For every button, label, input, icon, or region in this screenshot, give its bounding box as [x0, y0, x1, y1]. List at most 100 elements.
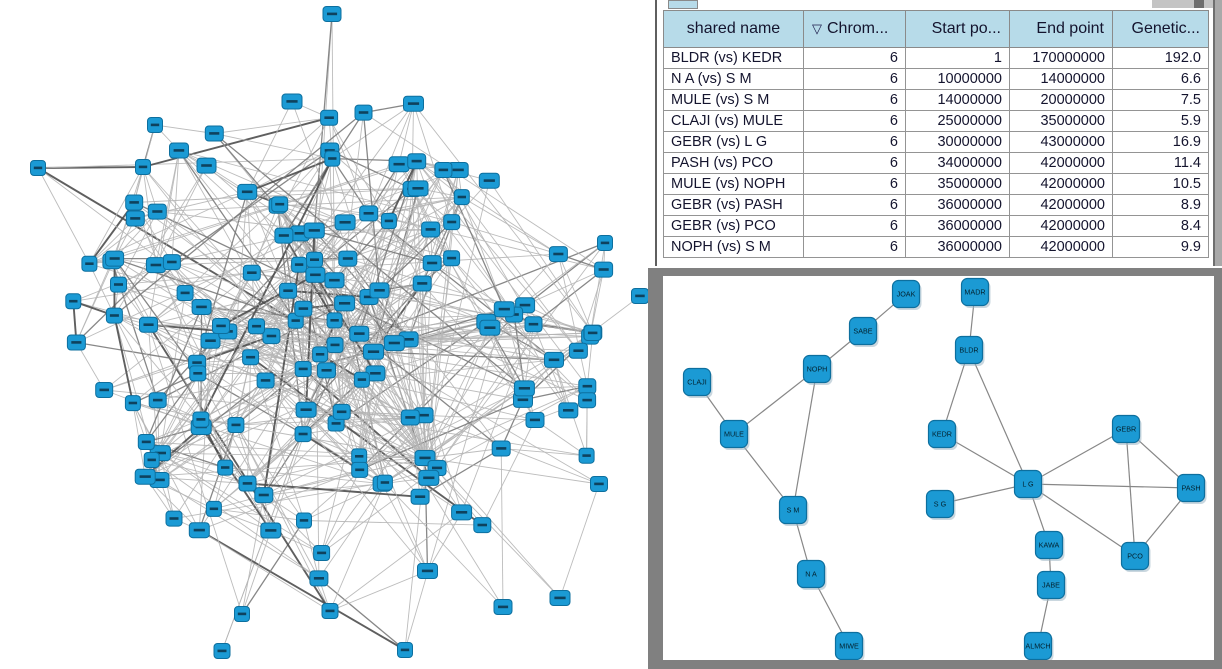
- network-node[interactable]: [578, 378, 597, 395]
- network-node[interactable]: [434, 162, 453, 178]
- network-node-pco[interactable]: PCO: [1120, 541, 1151, 573]
- network-node[interactable]: [143, 452, 160, 468]
- network-node[interactable]: [407, 153, 427, 170]
- network-node[interactable]: [147, 203, 167, 220]
- network-node[interactable]: [525, 412, 545, 428]
- network-node[interactable]: [524, 316, 543, 333]
- network-node-n-a[interactable]: N A: [796, 559, 827, 591]
- table-row[interactable]: N A (vs) S M 6 10000000 14000000 6.6: [663, 68, 1209, 90]
- network-node[interactable]: [294, 300, 313, 317]
- network-node[interactable]: [188, 522, 210, 539]
- network-node[interactable]: [205, 500, 222, 517]
- network-node[interactable]: [281, 93, 303, 110]
- network-node[interactable]: [349, 325, 370, 342]
- network-node[interactable]: [217, 459, 234, 476]
- network-node[interactable]: [421, 221, 441, 238]
- network-node[interactable]: [66, 334, 86, 351]
- network-node[interactable]: [376, 474, 393, 491]
- network-node[interactable]: [305, 266, 326, 283]
- network-node[interactable]: [354, 104, 373, 121]
- column-header-startpo[interactable]: Start po...: [905, 10, 1010, 48]
- network-node[interactable]: [242, 264, 261, 281]
- network-node-miwe[interactable]: MIWE: [834, 631, 865, 661]
- table-row[interactable]: BLDR (vs) KEDR 6 1 170000000 192.0: [663, 47, 1209, 69]
- network-node[interactable]: [313, 545, 331, 561]
- network-node[interactable]: [271, 196, 289, 213]
- network-node[interactable]: [191, 299, 212, 315]
- network-node[interactable]: [145, 257, 166, 274]
- network-node[interactable]: [105, 250, 125, 267]
- network-node[interactable]: [334, 214, 356, 231]
- network-node[interactable]: [274, 227, 294, 244]
- table-top-scroll-fragment[interactable]: [1152, 0, 1222, 8]
- network-node[interactable]: [295, 401, 317, 418]
- table-tab-fragment[interactable]: [668, 0, 698, 9]
- network-node[interactable]: [105, 307, 123, 324]
- network-node[interactable]: [363, 343, 384, 360]
- network-node[interactable]: [418, 469, 440, 486]
- network-node-kawa[interactable]: KAWA: [1034, 530, 1065, 562]
- network-node[interactable]: [334, 295, 356, 312]
- network-node[interactable]: [291, 256, 308, 273]
- network-node[interactable]: [491, 440, 511, 457]
- network-node[interactable]: [359, 205, 379, 222]
- network-node[interactable]: [410, 488, 430, 505]
- network-node[interactable]: [597, 235, 613, 251]
- network-node[interactable]: [369, 282, 390, 299]
- network-node[interactable]: [451, 504, 473, 521]
- network-node[interactable]: [322, 6, 342, 22]
- network-node[interactable]: [549, 590, 571, 606]
- network-node[interactable]: [169, 142, 189, 159]
- network-node[interactable]: [309, 570, 329, 587]
- network-node[interactable]: [312, 346, 329, 363]
- network-node[interactable]: [351, 448, 368, 465]
- network-node[interactable]: [256, 372, 275, 389]
- network-node[interactable]: [443, 250, 461, 267]
- network-node[interactable]: [478, 172, 500, 189]
- network-node[interactable]: [453, 189, 470, 206]
- network-node[interactable]: [383, 335, 405, 352]
- network-node[interactable]: [192, 411, 210, 428]
- network-node[interactable]: [397, 642, 413, 658]
- network-node[interactable]: [493, 599, 513, 615]
- network-node[interactable]: [260, 522, 282, 539]
- network-node[interactable]: [234, 606, 250, 622]
- network-node[interactable]: [473, 517, 492, 534]
- network-node[interactable]: [326, 337, 344, 353]
- network-node[interactable]: [279, 282, 298, 299]
- column-header-genetic[interactable]: Genetic...: [1112, 10, 1209, 48]
- network-node[interactable]: [227, 417, 245, 433]
- network-node[interactable]: [189, 365, 207, 382]
- network-node[interactable]: [583, 325, 602, 341]
- network-node[interactable]: [200, 332, 221, 349]
- network-node[interactable]: [148, 392, 167, 409]
- network-node[interactable]: [544, 351, 564, 368]
- network-node[interactable]: [303, 222, 325, 239]
- scroll-thumb-fragment[interactable]: [1194, 0, 1204, 8]
- network-node[interactable]: [417, 563, 438, 579]
- network-node[interactable]: [294, 426, 312, 443]
- network-node[interactable]: [248, 318, 265, 335]
- network-node[interactable]: [351, 461, 369, 478]
- network-node[interactable]: [320, 109, 339, 126]
- network-node[interactable]: [137, 434, 155, 450]
- network-node-s-g[interactable]: S G: [925, 489, 956, 521]
- network-node[interactable]: [443, 214, 461, 231]
- network-node[interactable]: [324, 272, 345, 289]
- network-node-kedr[interactable]: KEDR: [927, 419, 958, 451]
- network-node[interactable]: [110, 276, 127, 293]
- network-node[interactable]: [493, 301, 515, 318]
- network-node[interactable]: [139, 316, 158, 333]
- network-node[interactable]: [479, 319, 501, 336]
- network-node[interactable]: [165, 510, 183, 527]
- table-row[interactable]: MULE (vs) S M 6 14000000 20000000 7.5: [663, 89, 1209, 111]
- table-row[interactable]: NOPH (vs) S M 6 36000000 42000000 9.9: [663, 236, 1209, 258]
- network-node[interactable]: [548, 246, 568, 263]
- network-node[interactable]: [204, 125, 224, 142]
- network-node[interactable]: [125, 210, 145, 227]
- network-node-pash[interactable]: PASH: [1176, 473, 1207, 505]
- network-node[interactable]: [590, 476, 608, 492]
- table-row[interactable]: PASH (vs) PCO 6 34000000 42000000 11.4: [663, 152, 1209, 174]
- network-node[interactable]: [134, 468, 156, 485]
- network-node-gebr[interactable]: GEBR: [1111, 414, 1142, 446]
